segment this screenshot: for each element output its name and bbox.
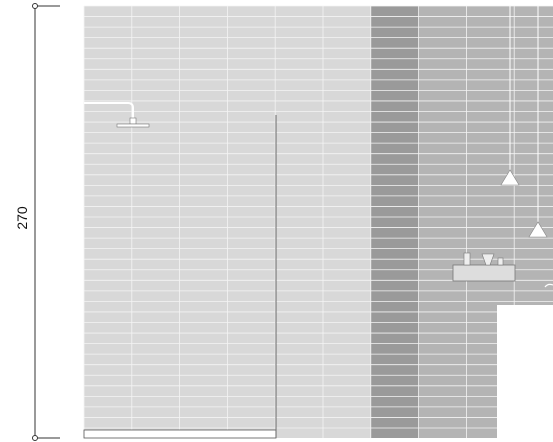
dimension-node (32, 435, 38, 441)
bottle (463, 252, 471, 266)
cup (481, 253, 495, 266)
dimension-node (32, 3, 38, 9)
shower-head (116, 123, 150, 128)
fixture (544, 283, 553, 288)
pendant-lamp (500, 169, 520, 186)
wall (84, 6, 553, 438)
dimension-label: 270 (14, 206, 30, 230)
shower-arm (84, 102, 134, 118)
shower-tray (83, 429, 277, 439)
shelf (452, 264, 516, 282)
tile-band-dark (371, 6, 419, 438)
jar (497, 257, 504, 266)
shower-head-joint (129, 117, 137, 125)
dimension (32, 3, 60, 441)
pendant-lamp (528, 221, 548, 238)
doorway (497, 305, 553, 438)
tile-joints (83, 5, 553, 438)
